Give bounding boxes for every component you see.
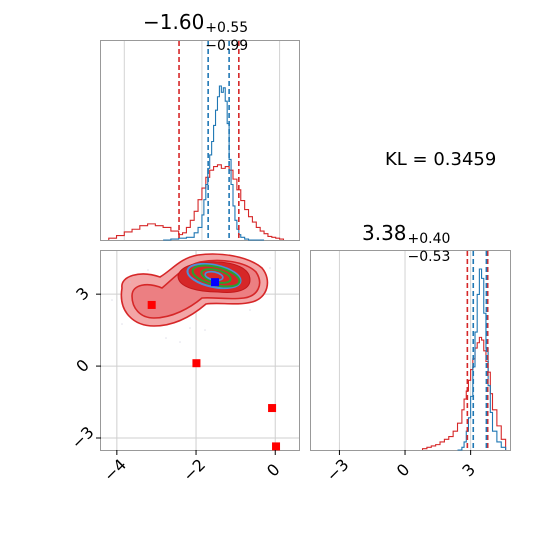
marginal-x-title-lower: −0.99 xyxy=(205,38,249,54)
marginal-y-tick-label: 3 xyxy=(458,460,479,481)
marginal-x-plot xyxy=(108,41,285,241)
blue-contour-outer xyxy=(186,262,242,290)
marginal-y-title: 3.38 +0.40 −0.53 xyxy=(362,221,450,264)
joint-plot xyxy=(101,251,299,451)
joint-x-tick-label: −2 xyxy=(179,455,209,485)
marginal-y-tick-label: −3 xyxy=(322,455,352,485)
joint-y-tick-label: −3 xyxy=(68,423,98,453)
red-marker xyxy=(268,404,277,413)
red-marker xyxy=(272,442,281,451)
blue-marker xyxy=(211,278,220,287)
scatter-cloud xyxy=(111,257,271,343)
joint-x-tick-label: 0 xyxy=(263,460,284,481)
joint-y-tick-label: 0 xyxy=(72,355,93,376)
joint-y-tick-label: 3 xyxy=(72,283,93,304)
marginal-y-frame xyxy=(310,250,511,451)
histogram-step xyxy=(163,85,265,241)
marginal-y-title-main: 3.38 xyxy=(362,221,407,245)
marginal-x-title: −1.60 +0.55 −0.99 xyxy=(143,10,248,53)
marginal-y-title-lower: −0.53 xyxy=(407,249,451,265)
histogram-step xyxy=(457,268,507,451)
marginal-x-title-main: −1.60 xyxy=(143,10,205,34)
marginal-y-plot xyxy=(338,251,507,451)
marginal-y-tick-label: 0 xyxy=(393,460,414,481)
marginal-y-title-upper: +0.40 xyxy=(407,231,451,247)
red-marker xyxy=(192,359,201,368)
joint-x-tick-label: −4 xyxy=(100,455,130,485)
marginal-x-title-upper: +0.55 xyxy=(205,20,249,36)
kl-annotation: KL = 0.3459 xyxy=(385,149,497,170)
marginal-x-frame xyxy=(100,40,300,241)
histogram-step xyxy=(421,336,507,450)
histogram-step xyxy=(108,164,285,240)
red-marker xyxy=(147,300,156,309)
